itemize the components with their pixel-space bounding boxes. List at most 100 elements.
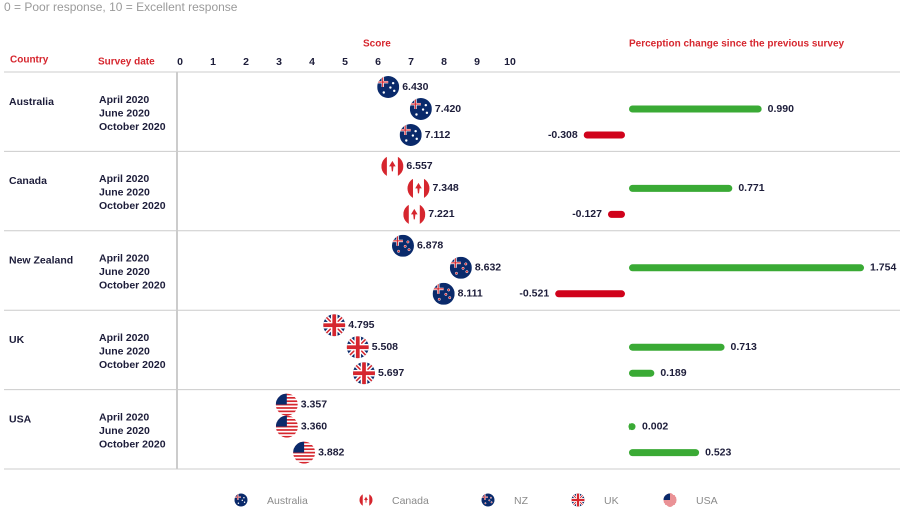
change-label: 0.002 bbox=[642, 420, 668, 432]
legend-label: USA bbox=[696, 495, 718, 507]
flag bbox=[571, 493, 585, 507]
value-label: 8.111 bbox=[458, 288, 483, 300]
flag-star bbox=[464, 262, 468, 266]
date-label: October 2020 bbox=[99, 359, 166, 371]
x-tick-label: 7 bbox=[408, 56, 414, 68]
flag-star bbox=[243, 501, 246, 503]
date-label: June 2020 bbox=[99, 187, 150, 199]
flag-star bbox=[489, 496, 492, 499]
flag-part bbox=[484, 493, 486, 500]
change-label: 1.754 bbox=[870, 262, 896, 274]
flag-part bbox=[382, 76, 384, 87]
country-header: Country bbox=[10, 55, 49, 66]
flag-star bbox=[415, 113, 418, 116]
flag-part bbox=[275, 432, 298, 435]
date-label: April 2020 bbox=[99, 411, 149, 423]
flag-star bbox=[424, 103, 428, 107]
flag-part bbox=[449, 256, 472, 279]
flag-part bbox=[576, 493, 580, 507]
flag-star bbox=[447, 288, 451, 292]
flag-part bbox=[423, 177, 430, 200]
flag-star bbox=[415, 137, 418, 141]
value-label: 3.882 bbox=[318, 446, 344, 458]
x-tick-label: 4 bbox=[309, 56, 315, 68]
value-label: 6.557 bbox=[406, 160, 432, 172]
change-bar bbox=[555, 290, 625, 298]
date-label: October 2020 bbox=[99, 280, 166, 292]
flag-part bbox=[237, 493, 239, 500]
value-label: 7.112 bbox=[425, 129, 451, 141]
change-label: 0.189 bbox=[660, 367, 686, 379]
flag-star bbox=[237, 502, 240, 504]
x-tick-label: 8 bbox=[441, 56, 447, 68]
flag-part bbox=[275, 410, 298, 413]
flag-star bbox=[488, 499, 491, 502]
flag-part bbox=[369, 493, 373, 507]
flag bbox=[391, 234, 414, 257]
legend-label: NZ bbox=[514, 495, 529, 507]
flag-part bbox=[275, 393, 287, 405]
flag-part bbox=[454, 256, 456, 268]
x-tick-label: 9 bbox=[474, 56, 480, 68]
flag-part bbox=[275, 415, 287, 427]
date-label: October 2020 bbox=[99, 200, 166, 212]
change-label: 0.523 bbox=[705, 446, 731, 458]
flag-part bbox=[397, 155, 404, 178]
flag-part bbox=[293, 441, 305, 453]
change-label: -0.521 bbox=[519, 288, 549, 300]
flag-star bbox=[406, 240, 410, 244]
flag-part bbox=[481, 493, 495, 507]
flag-part bbox=[275, 435, 298, 438]
flag-star bbox=[403, 244, 407, 248]
flag-part bbox=[391, 234, 414, 257]
flag-part bbox=[359, 493, 363, 507]
flag-part bbox=[419, 203, 426, 226]
date-label: June 2020 bbox=[99, 266, 150, 278]
date-label: April 2020 bbox=[99, 173, 149, 185]
flag-star bbox=[397, 249, 401, 253]
change-bar bbox=[629, 343, 725, 351]
flag-part bbox=[663, 505, 677, 507]
flag bbox=[403, 203, 426, 226]
value-label: 7.221 bbox=[428, 208, 454, 220]
change-label: 0.713 bbox=[731, 341, 757, 353]
change-bar bbox=[629, 105, 762, 113]
flag bbox=[399, 124, 422, 146]
flag-part bbox=[275, 429, 298, 431]
flag-star bbox=[241, 499, 244, 502]
flag-part bbox=[409, 98, 432, 120]
flag-part bbox=[381, 155, 387, 178]
flag-part bbox=[663, 493, 670, 500]
flag bbox=[275, 415, 298, 438]
country-label: USA bbox=[9, 413, 32, 425]
flag-star bbox=[465, 270, 469, 274]
flag-part bbox=[332, 314, 337, 337]
x-tick-label: 3 bbox=[276, 56, 282, 68]
flag bbox=[381, 155, 404, 178]
value-label: 7.348 bbox=[432, 182, 458, 194]
flag-part bbox=[234, 493, 248, 507]
flag-star bbox=[407, 248, 411, 252]
value-label: 6.430 bbox=[402, 81, 428, 93]
change-label: -0.127 bbox=[572, 208, 602, 220]
value-label: 5.508 bbox=[372, 341, 398, 353]
flag-star bbox=[411, 134, 415, 137]
flag-star bbox=[382, 91, 386, 94]
flag-leaf bbox=[415, 182, 422, 194]
flag-part bbox=[275, 413, 298, 416]
flag bbox=[407, 177, 430, 200]
flag-part bbox=[663, 503, 677, 505]
flag-star bbox=[393, 89, 396, 93]
flag-star bbox=[484, 502, 487, 505]
date-label: June 2020 bbox=[99, 425, 150, 437]
flag-part bbox=[396, 234, 399, 246]
flag bbox=[481, 493, 495, 507]
date-label: April 2020 bbox=[99, 94, 149, 106]
x-tick-label: 2 bbox=[243, 56, 249, 68]
x-tick-label: 1 bbox=[210, 56, 216, 68]
flag-part bbox=[437, 282, 439, 294]
country-label: Canada bbox=[9, 175, 47, 187]
change-title: Perception change since the previous sur… bbox=[629, 39, 845, 50]
date-label: October 2020 bbox=[99, 121, 166, 133]
